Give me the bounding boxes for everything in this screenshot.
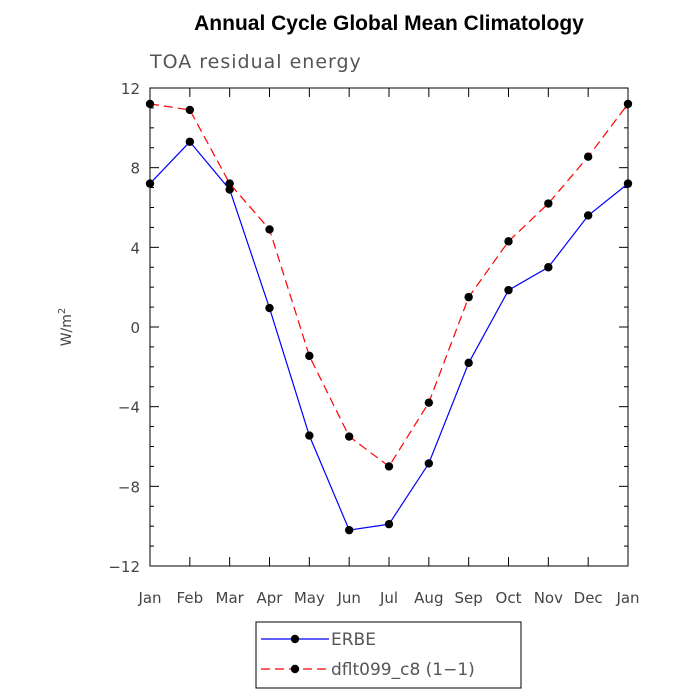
y-axis-label-superscript: 2 (57, 308, 68, 314)
series-point (464, 358, 473, 368)
series-point (583, 152, 593, 161)
x-tick-label: Dec (574, 589, 603, 607)
y-axis-label-base: W/m (59, 314, 75, 346)
series-line (149, 103, 629, 468)
y-tick-label: 12 (121, 80, 140, 98)
x-tick-label: Jan (137, 589, 161, 607)
chart-subtitle: TOA residual energy (149, 51, 362, 73)
chart-title: Annual Cycle Global Mean Climatology (194, 12, 584, 35)
x-tick-label: Nov (534, 589, 563, 607)
series-point (384, 519, 394, 529)
y-tick-label: 4 (130, 239, 140, 257)
y-tick-label: 0 (130, 319, 140, 337)
y-tick-label: 8 (130, 160, 140, 178)
x-tick-label: Oct (496, 589, 522, 607)
legend: ERBE dflt099_c8 (1−1) (255, 621, 522, 689)
legend-entry-label: dflt099_c8 (1−1) (331, 660, 475, 680)
y-tick-label: −8 (118, 478, 140, 496)
series-point (504, 237, 513, 246)
plot-frame (149, 87, 629, 567)
series-point (305, 351, 314, 361)
x-axis: Jan Feb Mar Apr May Jun Jul Aug Sep Oct Nov Dec Jan (137, 88, 640, 607)
x-tick-label: Apr (257, 589, 284, 607)
series-point (384, 462, 394, 471)
plot-border (149, 87, 629, 567)
series-point (464, 292, 473, 302)
series-point (265, 225, 274, 234)
series-point (544, 263, 553, 272)
x-tick-label: May (294, 589, 325, 607)
y-tick-label: −12 (108, 558, 140, 576)
series-point (265, 303, 274, 313)
series-point (225, 185, 234, 194)
legend-box (255, 621, 522, 689)
x-tick-label: Jun (336, 589, 360, 607)
series-point (424, 459, 434, 468)
x-tick-label: Mar (216, 589, 245, 607)
y-tick-label: −4 (118, 399, 140, 417)
series-point (623, 99, 633, 109)
series-point (185, 137, 195, 146)
series-point (344, 525, 354, 535)
x-tick-label: Sep (455, 589, 483, 607)
series-point (305, 431, 314, 440)
y-axis-label: W/m2 (57, 308, 75, 347)
series-point (583, 211, 593, 220)
legend-swatch-marker (290, 634, 300, 644)
legend-entry-label: ERBE (331, 630, 376, 650)
series-point (504, 285, 513, 295)
x-tick-label: Jan (615, 589, 639, 607)
x-tick-label: Jul (379, 589, 398, 607)
series-2 (145, 99, 633, 471)
y-axis: −12 −8 −4 0 4 8 12 (108, 80, 628, 576)
series-point (344, 432, 354, 441)
series-point (225, 179, 234, 188)
series-point (623, 179, 633, 188)
series-point (424, 398, 434, 407)
x-tick-label: Feb (177, 589, 204, 607)
series-point (185, 105, 195, 115)
legend-swatch-marker (290, 664, 300, 674)
series-point (544, 199, 553, 208)
series-point (145, 99, 155, 109)
x-tick-label: Aug (414, 589, 443, 607)
series-1 (145, 137, 633, 535)
series-line (149, 140, 629, 531)
series-point (145, 179, 155, 188)
series-layer (145, 99, 633, 535)
